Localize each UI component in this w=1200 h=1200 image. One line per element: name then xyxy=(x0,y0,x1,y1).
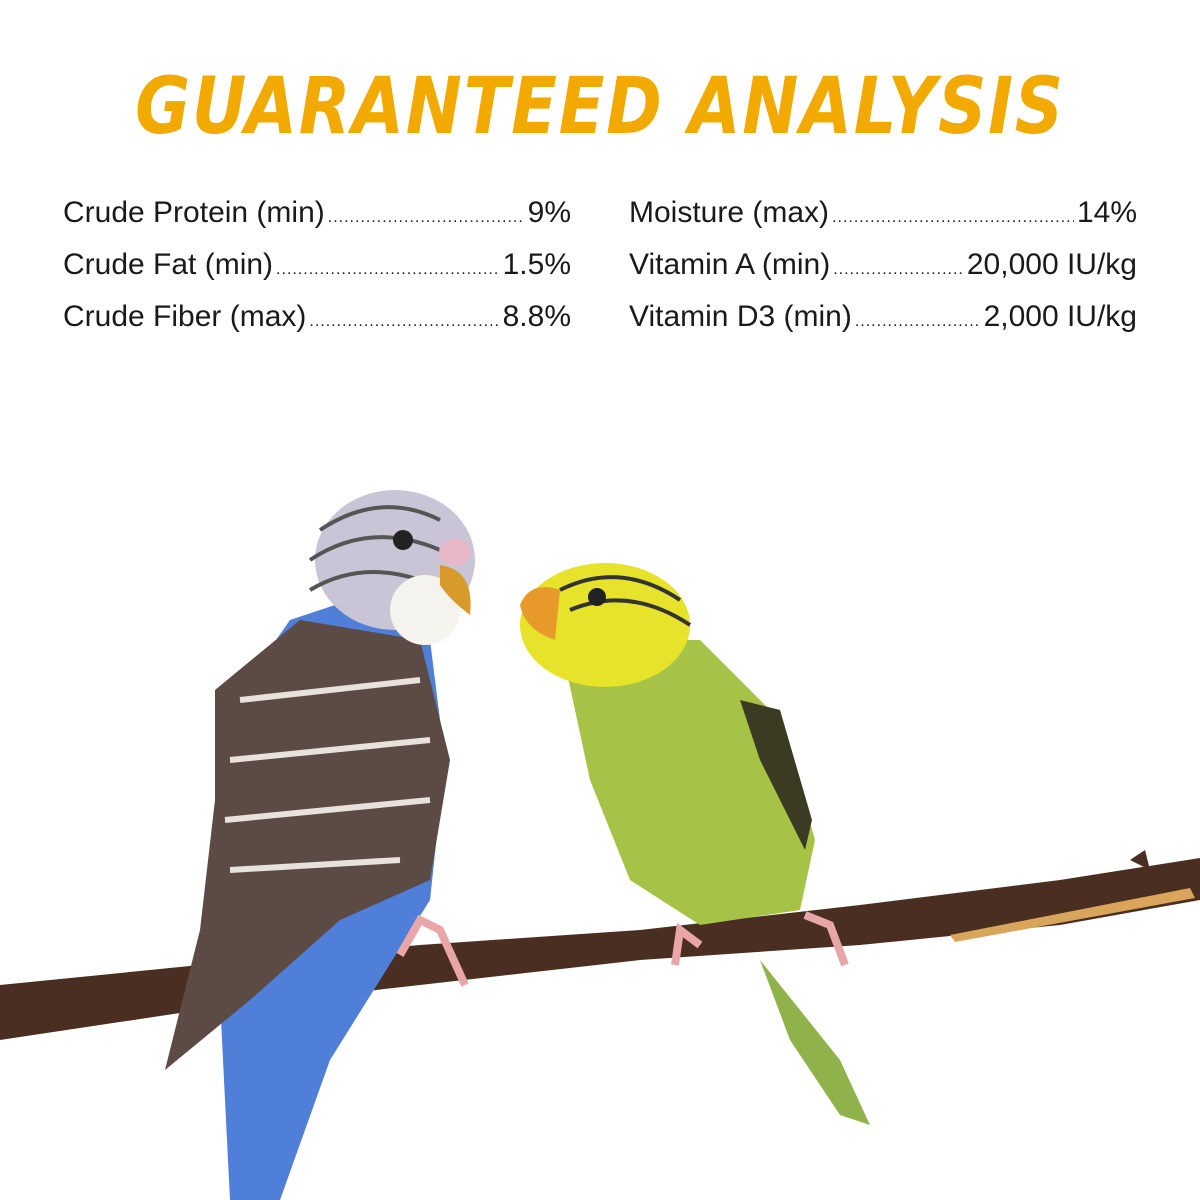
analysis-left-column: Crude Protein (min) 9% Crude Fat (min) 1.5… xyxy=(63,196,571,352)
nutrient-label: Vitamin D3 (min) xyxy=(629,300,852,333)
nutrient-value: 9% xyxy=(527,196,571,229)
nutrient-label: Moisture (max) xyxy=(629,196,830,229)
analysis-row-crude-fiber: Crude Fiber (max) 8.8% xyxy=(63,300,571,352)
analysis-row-vitamin-a: Vitamin A (min) 20,000 IU/kg xyxy=(629,248,1137,300)
nutrient-value: 1.5% xyxy=(502,248,571,281)
nutrient-label: Crude Fat (min) xyxy=(63,248,274,281)
nutrient-label: Crude Fiber (max) xyxy=(63,300,307,333)
nutrient-value: 20,000 IU/kg xyxy=(966,248,1137,281)
green-budgie xyxy=(520,563,870,1125)
nutrient-value: 2,000 IU/kg xyxy=(983,300,1137,333)
analysis-right-column: Moisture (max) 14% Vitamin A (min) 20,000 … xyxy=(629,196,1137,352)
analysis-row-vitamin-d3: Vitamin D3 (min) 2,000 IU/kg xyxy=(629,300,1137,352)
page-title: GUARANTEED ANALYSIS xyxy=(135,62,1065,152)
analysis-row-crude-protein: Crude Protein (min) 9% xyxy=(63,196,571,248)
dot-leader xyxy=(328,209,525,227)
dot-leader xyxy=(309,313,499,331)
nutrient-value: 8.8% xyxy=(502,300,571,333)
blue-budgie xyxy=(165,490,475,1200)
nutrient-value: 14% xyxy=(1076,196,1137,229)
dot-leader xyxy=(855,313,981,331)
nutrient-label: Vitamin A (min) xyxy=(629,248,831,281)
nutrient-label: Crude Protein (min) xyxy=(63,196,325,229)
dot-leader xyxy=(276,261,500,279)
dot-leader xyxy=(833,261,964,279)
dot-leader xyxy=(832,209,1074,227)
analysis-row-moisture: Moisture (max) 14% xyxy=(629,196,1137,248)
analysis-row-crude-fat: Crude Fat (min) 1.5% xyxy=(63,248,571,300)
